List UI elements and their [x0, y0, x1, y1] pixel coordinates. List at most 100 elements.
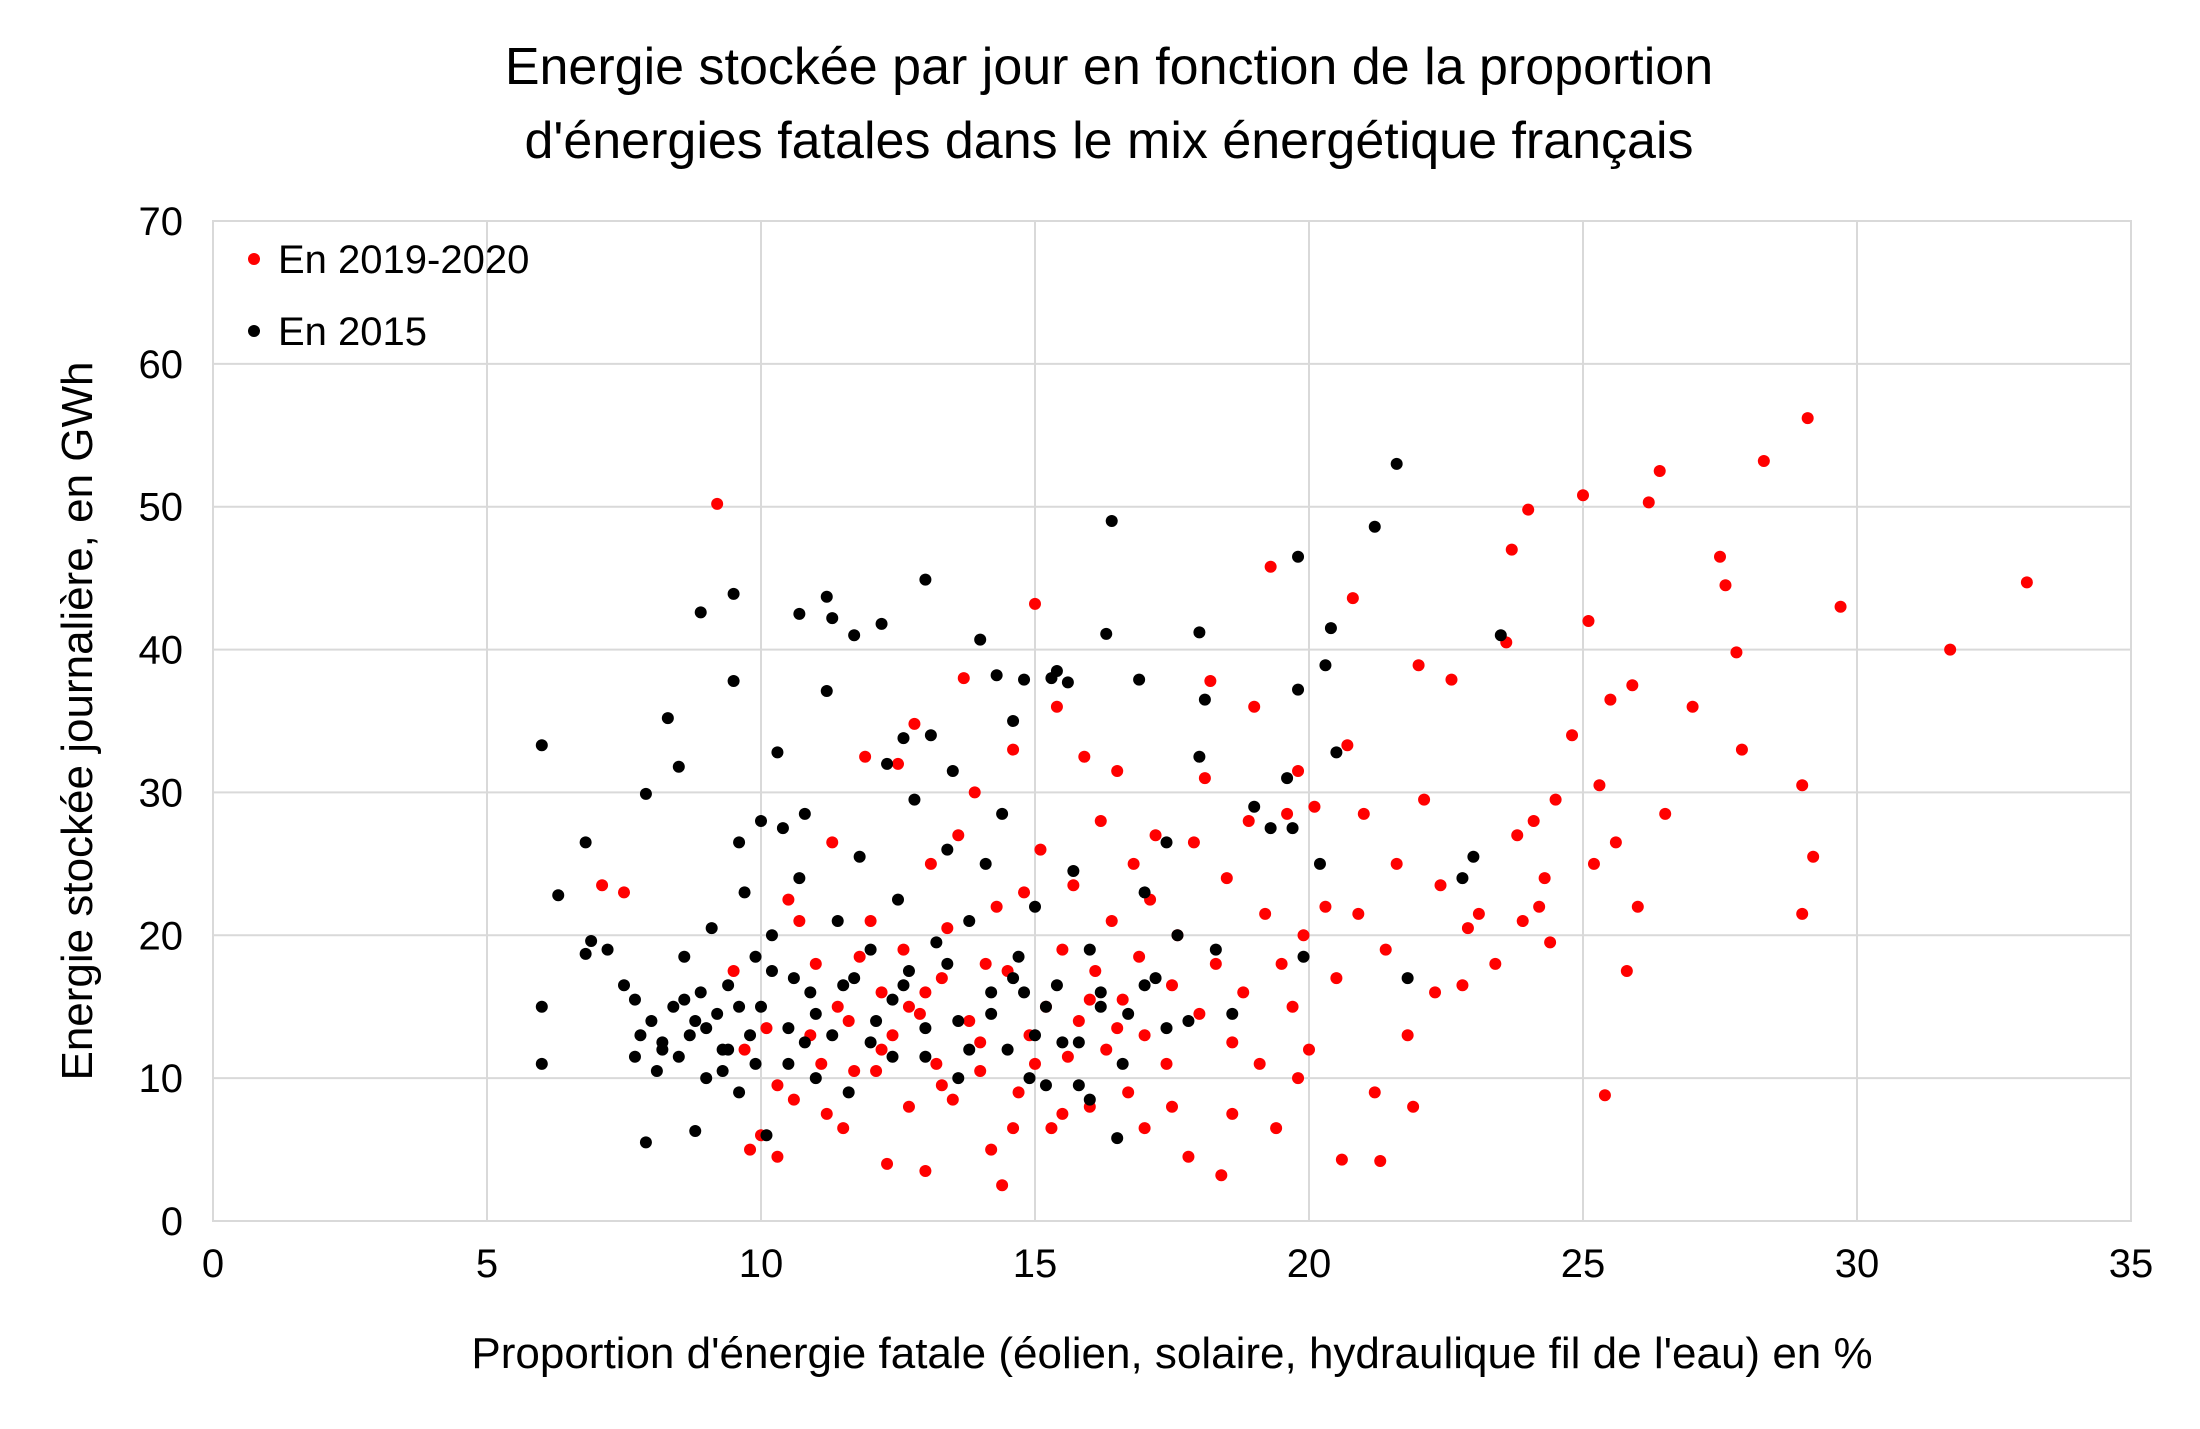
- data-point: [1198, 772, 1211, 785]
- grid-lines: [212, 220, 2132, 1222]
- data-point: [957, 672, 970, 685]
- data-point: [1133, 673, 1146, 686]
- data-point: [820, 590, 833, 603]
- legend-label-2019-2020: En 2019-2020: [278, 238, 529, 282]
- data-point: [678, 950, 691, 963]
- data-point: [744, 1143, 757, 1156]
- x-tick-label: 20: [1287, 1242, 1332, 1286]
- data-point: [897, 732, 910, 745]
- data-point: [837, 1122, 850, 1135]
- chart-title-line-1: Energie stockée par jour en fonction de …: [505, 38, 1713, 96]
- data-point: [820, 685, 833, 697]
- y-axis-label: Energie stockée journalière, en GWh: [53, 361, 102, 1080]
- data-point: [1270, 1122, 1283, 1135]
- data-point: [1209, 943, 1222, 956]
- data-point: [1319, 900, 1332, 913]
- data-point: [1533, 900, 1546, 913]
- data-point: [798, 807, 811, 820]
- data-point: [1105, 515, 1118, 527]
- data-point: [1566, 729, 1579, 742]
- data-point: [1292, 1072, 1305, 1085]
- data-point: [859, 750, 872, 763]
- data-point: [1527, 815, 1540, 827]
- data-point: [628, 1050, 641, 1063]
- data-point: [1516, 915, 1529, 927]
- data-point: [1012, 1086, 1025, 1099]
- data-point: [897, 979, 910, 992]
- data-point: [946, 1093, 959, 1106]
- data-point: [1522, 503, 1535, 516]
- data-point: [996, 807, 1009, 820]
- data-point: [919, 573, 932, 586]
- data-point: [1719, 579, 1732, 592]
- data-point: [1034, 843, 1047, 856]
- data-point: [1012, 950, 1025, 963]
- data-point: [1029, 900, 1041, 913]
- y-tick-label: 30: [139, 771, 184, 815]
- data-point: [1264, 560, 1277, 573]
- data-point: [930, 936, 943, 949]
- data-point: [782, 893, 795, 906]
- data-point: [1834, 600, 1847, 613]
- data-point: [804, 986, 817, 999]
- data-point: [755, 1000, 767, 1013]
- data-point: [935, 972, 948, 985]
- data-point: [826, 1029, 839, 1042]
- data-point: [694, 606, 707, 619]
- series-1: [535, 457, 1507, 1149]
- data-point: [1039, 1079, 1052, 1092]
- data-point: [1807, 850, 1820, 863]
- data-point: [1193, 750, 1206, 763]
- x-tick-label: 5: [476, 1242, 498, 1286]
- y-tick-label: 10: [139, 1057, 184, 1101]
- data-point: [793, 607, 806, 620]
- data-point: [1182, 1015, 1195, 1027]
- data-point: [1489, 957, 1502, 970]
- data-point: [1461, 922, 1474, 935]
- data-point: [1100, 627, 1113, 640]
- data-point: [1029, 1057, 1041, 1070]
- data-point: [1072, 1079, 1085, 1092]
- x-tick-label: 30: [1835, 1242, 1880, 1286]
- data-point: [727, 675, 740, 687]
- data-point: [952, 829, 965, 842]
- data-point: [1609, 836, 1622, 849]
- data-point: [1390, 857, 1403, 870]
- y-tick-label: 50: [139, 486, 184, 530]
- data-point: [672, 1050, 685, 1063]
- data-point: [842, 1086, 855, 1099]
- data-point: [1429, 986, 1442, 999]
- data-point: [1083, 993, 1096, 1006]
- data-point: [1116, 993, 1129, 1006]
- data-point: [924, 857, 937, 870]
- data-point: [1122, 1086, 1135, 1099]
- x-tick-label: 0: [202, 1242, 224, 1286]
- data-point: [875, 617, 888, 630]
- data-point: [985, 1143, 998, 1156]
- data-point: [765, 929, 778, 942]
- data-point: [722, 979, 735, 992]
- data-point: [974, 633, 987, 646]
- data-point: [952, 1015, 965, 1027]
- data-point: [848, 972, 861, 985]
- data-point: [1379, 943, 1392, 956]
- x-tick-label: 25: [1561, 1242, 1606, 1286]
- data-point: [996, 1179, 1009, 1192]
- data-point: [1796, 907, 1809, 920]
- data-point: [820, 1107, 833, 1120]
- data-point: [1303, 1043, 1315, 1056]
- data-point: [881, 757, 894, 770]
- data-point: [1209, 957, 1222, 970]
- data-point: [1456, 872, 1469, 885]
- data-point: [1018, 673, 1031, 686]
- data-point: [826, 836, 839, 849]
- data-point: [1094, 815, 1107, 827]
- x-tick-label: 10: [739, 1242, 784, 1286]
- data-point: [1275, 957, 1288, 970]
- data-point: [809, 1007, 822, 1020]
- data-point: [798, 1036, 811, 1049]
- data-point: [1116, 1057, 1129, 1070]
- data-point: [1357, 807, 1370, 820]
- data-point: [700, 1022, 713, 1035]
- data-point: [1089, 965, 1102, 977]
